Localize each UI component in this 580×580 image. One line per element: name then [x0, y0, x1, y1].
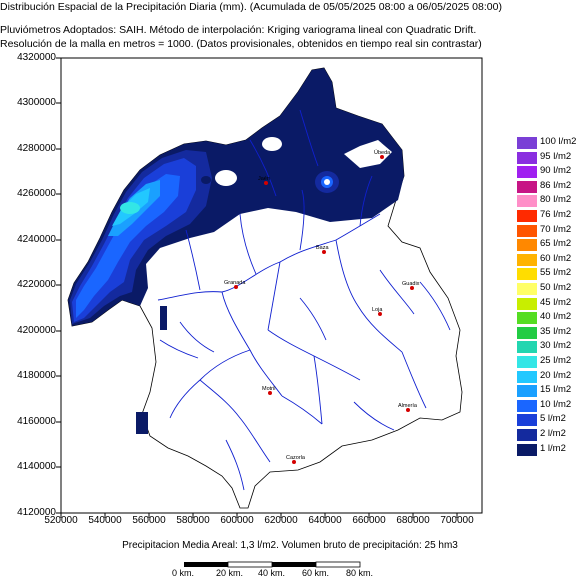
river-network — [157, 109, 451, 491]
legend-label: 90 l/m2 — [540, 165, 572, 177]
city-labels: Jaén Baza Granada Úbeda Guadix Loja Motr… — [224, 149, 420, 461]
x-tick-label: 620000 — [264, 515, 298, 526]
precip-cell-isolated — [201, 176, 211, 184]
y-tick-label: 4200000 — [17, 325, 56, 336]
legend-label: 10 l/m2 — [540, 398, 572, 410]
precip-cell-isolated — [160, 306, 167, 330]
y-tick-label: 4320000 — [17, 52, 56, 63]
svg-text:Baza: Baza — [316, 245, 329, 251]
dry-island — [344, 140, 392, 168]
legend-label: 35 l/m2 — [540, 325, 572, 337]
legend-label: 30 l/m2 — [540, 340, 572, 352]
legend-swatch — [517, 312, 537, 325]
x-tick-label: 580000 — [176, 515, 210, 526]
svg-text:Jaén: Jaén — [258, 176, 270, 182]
svg-text:Motril: Motril — [262, 386, 275, 392]
legend-swatch — [517, 356, 537, 368]
legend-label: 45 l/m2 — [540, 296, 572, 308]
scale-label: 0 km. — [172, 568, 195, 578]
legend-label: 1 l/m2 — [540, 442, 566, 454]
legend-label: 76 l/m2 — [540, 209, 572, 220]
legend-swatch — [517, 429, 537, 441]
legend-swatch — [517, 341, 537, 354]
legend-swatch — [517, 253, 537, 266]
legend-label: 40 l/m2 — [540, 311, 572, 323]
legend-label: 50 l/m2 — [540, 282, 572, 293]
legend-swatch — [517, 210, 537, 222]
legend-swatch — [517, 180, 537, 193]
precip-cell-center — [324, 179, 330, 185]
svg-text:Loja: Loja — [372, 307, 383, 313]
y-tick-label: 4280000 — [17, 143, 56, 154]
legend-label: 65 l/m2 — [540, 238, 572, 250]
map-title: Distribución Espacial de la Precipitació… — [0, 1, 502, 13]
areal-precipitation-summary: Precipitacion Media Areal: 1,3 l/m2. Vol… — [122, 540, 458, 551]
axis-ticks — [56, 57, 458, 518]
x-tick-label: 660000 — [352, 515, 386, 526]
city-markers — [234, 155, 414, 464]
grid-resolution-note: Resolución de la malla en metros = 1000.… — [0, 38, 482, 50]
legend-label: 20 l/m2 — [540, 369, 572, 381]
legend-swatch — [517, 137, 537, 149]
x-tick-label: 680000 — [396, 515, 430, 526]
legend-swatch — [517, 283, 537, 295]
legend-label: 60 l/m2 — [540, 252, 572, 264]
precip-zone-10mm — [76, 174, 180, 318]
precip-zone-25mm — [120, 202, 140, 214]
scale-label: 40 km. — [258, 568, 286, 578]
y-tick-label: 4300000 — [17, 97, 56, 108]
method-description: Pluviómetros Adoptados: SAIH. Método de … — [0, 24, 477, 36]
y-tick-label: 4160000 — [17, 416, 56, 427]
legend-label: 100 l/m2 — [540, 136, 577, 147]
svg-text:Úbeda: Úbeda — [374, 149, 391, 156]
y-tick-label: 4240000 — [17, 234, 56, 245]
y-tick-label: 4120000 — [17, 507, 56, 518]
dry-island — [215, 170, 237, 186]
legend-label: 86 l/m2 — [540, 179, 572, 191]
legend-swatch — [517, 385, 537, 398]
svg-text:Granada: Granada — [224, 280, 246, 286]
y-tick-label: 4260000 — [17, 188, 56, 199]
y-tick-label: 4220000 — [17, 279, 56, 290]
legend-label: 80 l/m2 — [540, 194, 572, 206]
x-tick-label: 540000 — [88, 515, 122, 526]
scale-label: 80 km. — [346, 568, 374, 578]
scale-label: 20 km. — [216, 568, 244, 578]
legend-swatch — [517, 151, 537, 164]
dry-island — [262, 137, 282, 151]
legend-swatch — [517, 297, 537, 310]
precip-cell-isolated — [136, 412, 148, 434]
scale-label: 60 km. — [302, 568, 330, 578]
x-tick-label: 700000 — [440, 515, 474, 526]
legend-swatch — [517, 224, 537, 237]
legend-swatch — [517, 414, 537, 427]
precip-zone-1mm-west — [68, 68, 404, 326]
x-tick-label: 560000 — [132, 515, 166, 526]
legend-label: 2 l/m2 — [540, 428, 566, 439]
svg-text:Cazorla: Cazorla — [286, 455, 306, 461]
x-tick-label: 520000 — [44, 515, 78, 526]
legend-swatch — [517, 326, 537, 339]
legend-label: 95 l/m2 — [540, 150, 572, 162]
legend-swatch — [517, 239, 537, 252]
legend-label: 25 l/m2 — [540, 355, 572, 366]
legend-label: 55 l/m2 — [540, 267, 572, 279]
legend-label: 5 l/m2 — [540, 413, 566, 425]
legend-swatch — [517, 370, 537, 383]
y-tick-label: 4140000 — [17, 461, 56, 472]
svg-text:Guadix: Guadix — [402, 281, 420, 287]
legend-swatch — [517, 268, 537, 281]
legend-swatch — [517, 195, 537, 208]
legend-swatch — [517, 166, 537, 179]
x-tick-label: 640000 — [308, 515, 342, 526]
legend-swatch — [517, 399, 537, 412]
legend-label: 15 l/m2 — [540, 384, 572, 396]
svg-text:Almería: Almería — [398, 403, 418, 409]
legend-swatch — [517, 443, 537, 456]
x-tick-label: 600000 — [220, 515, 254, 526]
y-tick-label: 4180000 — [17, 370, 56, 381]
legend-label: 70 l/m2 — [540, 223, 572, 235]
